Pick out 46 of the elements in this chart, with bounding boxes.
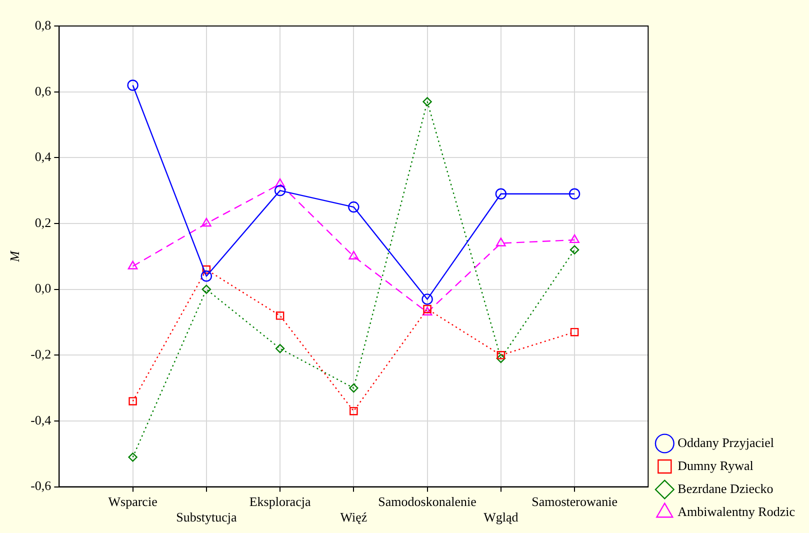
- y-tick-label: 0,4: [34, 149, 52, 164]
- legend-label: Bezrdane Dziecko: [678, 480, 774, 496]
- y-tick-label: 0,6: [34, 83, 52, 98]
- point: [127, 80, 138, 91]
- y-tick-label: 0,2: [34, 214, 52, 230]
- y-tick-label: -0,4: [30, 412, 52, 428]
- x-tick-label: Samodoskonalenie: [378, 494, 477, 510]
- point: [202, 265, 211, 274]
- point: [422, 97, 432, 106]
- legend-label: Dumny Rywal: [678, 458, 754, 473]
- x-tick-label: Wgląd: [484, 510, 519, 525]
- point: [568, 188, 580, 200]
- y-axis-title: M: [7, 250, 22, 263]
- point: [274, 184, 286, 196]
- legend-label: Ambiwalentny Rodzic: [678, 504, 796, 519]
- point: [570, 245, 580, 254]
- y-tick-label: 0,8: [34, 17, 52, 32]
- x-tick-label: Eksploracja: [249, 494, 311, 510]
- point: [276, 312, 284, 320]
- y-tick-label: -0,2: [30, 346, 52, 362]
- point: [200, 270, 212, 282]
- point: [350, 406, 358, 416]
- point: [201, 218, 212, 227]
- point: [202, 284, 212, 294]
- point: [349, 383, 358, 393]
- x-tick-label: Samosterowanie: [532, 494, 618, 510]
- y-tick-label: 0,0: [34, 280, 52, 296]
- point: [496, 238, 506, 246]
- x-tick-label: Więź: [340, 510, 368, 525]
- point: [128, 397, 137, 406]
- point: [570, 328, 579, 336]
- point: [348, 250, 359, 260]
- point: [570, 234, 580, 244]
- point: [275, 178, 285, 188]
- point: [496, 354, 506, 364]
- point: [495, 188, 507, 200]
- x-tick-label: Wsparcie: [108, 494, 158, 510]
- legend-label: Oddany Przyjaciel: [678, 434, 774, 450]
- y-tick-label: -0,6: [30, 478, 52, 494]
- point: [422, 294, 433, 305]
- point: [128, 452, 138, 462]
- point: [496, 351, 506, 360]
- point: [348, 201, 360, 213]
- point: [128, 260, 138, 270]
- x-tick-label: Substytucja: [176, 510, 237, 525]
- point: [275, 344, 285, 354]
